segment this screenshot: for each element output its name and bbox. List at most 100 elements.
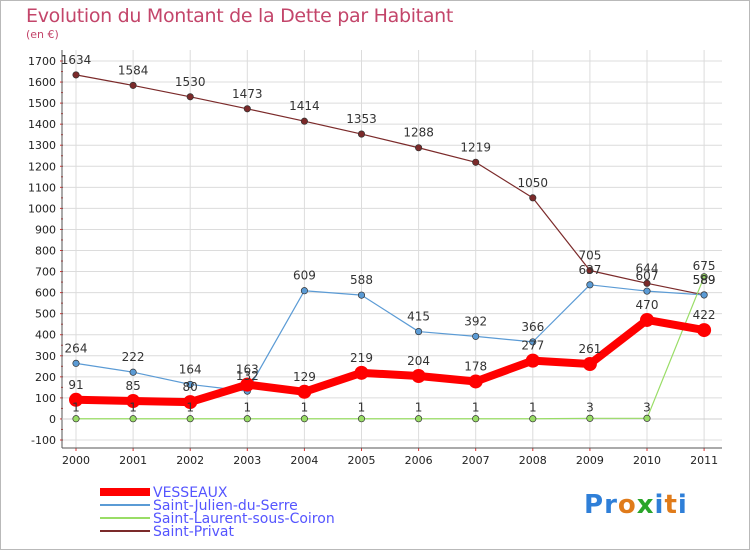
data-label: 644: [636, 261, 659, 275]
data-label: 3: [643, 400, 651, 414]
data-label: 129: [293, 370, 316, 384]
data-point: [586, 414, 594, 422]
data-label: 1473: [232, 87, 263, 101]
data-point: [472, 158, 480, 166]
data-point: [300, 117, 308, 125]
data-point: [586, 266, 594, 275]
data-point: [700, 273, 708, 281]
x-tick-label: 2005: [348, 454, 376, 467]
data-label: 1: [72, 401, 80, 415]
data-label: 1353: [346, 112, 377, 126]
data-label: 1: [358, 401, 366, 415]
data-label: 589: [693, 273, 716, 287]
data-label: 204: [407, 354, 430, 368]
y-tick-label: 900: [35, 223, 56, 236]
data-label: 1: [529, 401, 537, 415]
data-label: 705: [578, 249, 601, 263]
logo-letter: o: [617, 490, 637, 520]
data-point: [72, 415, 80, 423]
grid-layer: [62, 50, 722, 448]
logo-letter: i: [677, 490, 688, 520]
data-label: 607: [636, 269, 659, 283]
data-point: [186, 93, 194, 101]
legend-label: Saint-Privat: [153, 524, 234, 540]
data-point: [129, 368, 137, 376]
data-point: [472, 332, 480, 340]
data-point: [525, 353, 540, 368]
y-tick-label: 1400: [28, 118, 56, 131]
data-label: 163: [236, 363, 259, 377]
x-tick-label: 2008: [519, 454, 547, 467]
y-tick-label: 1100: [28, 181, 56, 194]
data-point: [415, 328, 423, 336]
data-label: 392: [464, 314, 487, 328]
data-label: 80: [183, 380, 198, 394]
data-label: 1: [472, 401, 480, 415]
x-tick-label: 2009: [576, 454, 604, 467]
data-point: [129, 81, 137, 89]
data-label: 222: [122, 350, 145, 364]
data-point: [183, 395, 198, 410]
data-point: [240, 377, 255, 392]
data-label: 3: [586, 400, 594, 414]
x-tick-label: 2001: [119, 454, 147, 467]
data-point: [643, 279, 651, 287]
series-layer: [69, 71, 712, 423]
data-point: [411, 368, 426, 383]
series-line-vesseaux: [72, 315, 709, 407]
data-point: [300, 287, 308, 295]
data-point: [582, 356, 597, 371]
data-point: [700, 291, 708, 299]
legend-label: Saint-Julien-du-Serre: [153, 498, 298, 514]
x-tick-label: 2004: [290, 454, 318, 467]
data-label: 1: [129, 401, 137, 415]
data-label: 178: [464, 359, 487, 373]
y-tick-label: 1700: [28, 55, 56, 68]
y-tick-label: 0: [49, 413, 56, 426]
data-label-layer: 91 85 80 163 129 219 204 178 277 261 470 422 264 222 1…: [61, 53, 716, 415]
x-tick-label: 2010: [633, 454, 661, 467]
data-point: [468, 374, 483, 389]
logo-letter: t: [664, 490, 678, 520]
data-label: 164: [179, 362, 202, 376]
data-point: [640, 312, 654, 327]
data-label: 1634: [61, 53, 92, 67]
data-label: 637: [578, 263, 601, 277]
x-tick-label: 2002: [176, 454, 204, 467]
data-label: 1414: [289, 99, 320, 113]
data-point: [129, 415, 137, 423]
y-tick-label: -100: [31, 434, 56, 447]
y-tick-label: 1300: [28, 139, 56, 152]
data-point: [297, 384, 312, 399]
data-point: [586, 281, 594, 289]
data-label: 1584: [118, 63, 149, 77]
legend: VESSEAUXSaint-Julien-du-SerreSaint-Laure…: [100, 485, 335, 540]
data-point: [529, 338, 537, 346]
data-point: [415, 144, 423, 152]
data-label: 366: [521, 320, 544, 334]
x-tick-label: 2000: [62, 454, 90, 467]
data-label: 1050: [518, 176, 549, 190]
data-label: 675: [693, 259, 716, 273]
data-label: 1: [186, 401, 194, 415]
legend-label: VESSEAUX: [153, 485, 228, 501]
data-label: 91: [68, 378, 83, 392]
data-point: [697, 323, 712, 338]
data-point: [357, 291, 366, 299]
proxiti-logo: Proxiti: [584, 490, 688, 520]
logo-letter: x: [636, 490, 655, 520]
data-point: [643, 414, 651, 422]
y-tick-label: 500: [35, 308, 56, 321]
y-tick-label: 1600: [28, 76, 56, 89]
data-label: 589: [693, 273, 716, 287]
data-point: [415, 415, 423, 423]
data-label: 588: [350, 273, 373, 287]
data-label: 219: [350, 351, 373, 365]
data-point: [243, 415, 251, 423]
y-tick-label: 100: [35, 392, 56, 405]
data-label: 609: [293, 269, 316, 283]
series-line-saint-privat: [75, 74, 705, 296]
series-line-saint-laurent-sous-coiron: [75, 276, 705, 420]
